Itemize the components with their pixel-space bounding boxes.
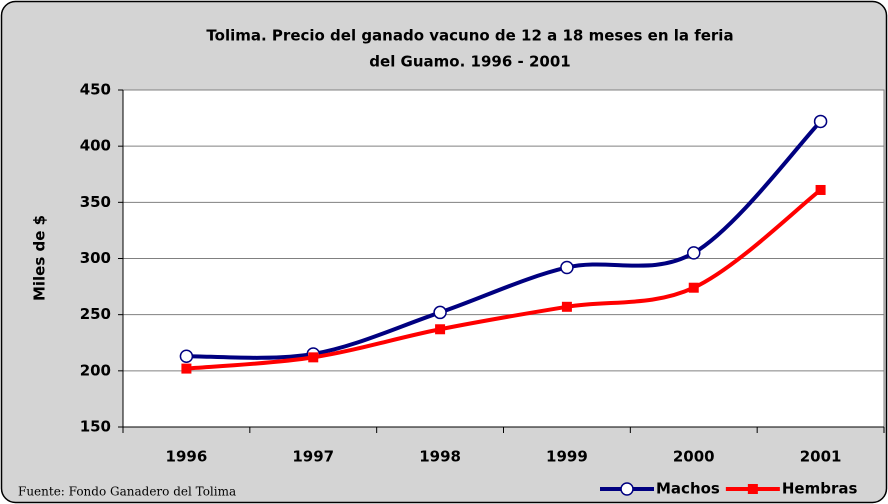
y-tick-label: 300 (80, 249, 111, 267)
y-tick-label: 450 (80, 81, 111, 99)
y-tick-label: 200 (80, 361, 111, 379)
marker (308, 352, 319, 363)
x-tick-label: 1999 (546, 448, 588, 466)
y-tick-label: 350 (80, 193, 111, 211)
marker (179, 349, 194, 363)
legend-label: Machos (656, 480, 720, 498)
marker (687, 246, 701, 260)
x-tick-label: 1998 (419, 448, 461, 466)
marker (561, 301, 572, 312)
x-tick-label: 1996 (166, 448, 208, 466)
chart-title: Tolima. Precio del ganado vacuno de 12 a… (206, 27, 733, 45)
chart-title: del Guamo. 1996 - 2001 (369, 53, 570, 71)
marker (813, 114, 828, 129)
y-axis-label: Miles de $ (31, 215, 49, 301)
marker (560, 260, 574, 275)
marker (433, 305, 447, 320)
line-series (186, 120, 823, 360)
x-tick-label: 2001 (800, 448, 842, 466)
line-series (186, 188, 822, 371)
marker (688, 282, 699, 293)
y-tick-label: 250 (80, 305, 111, 323)
x-tick-label: 1997 (292, 448, 334, 466)
marker (181, 363, 192, 374)
y-tick-label: 150 (80, 418, 111, 436)
legend-label: Hembras (782, 480, 858, 498)
source-note: Fuente: Fondo Ganadero del Tolima (18, 485, 236, 499)
x-tick-label: 2000 (673, 448, 715, 466)
y-tick-label: 400 (80, 137, 111, 155)
legend-marker (747, 484, 758, 494)
marker (435, 324, 446, 335)
legend-marker (620, 482, 634, 496)
marker (815, 184, 826, 195)
